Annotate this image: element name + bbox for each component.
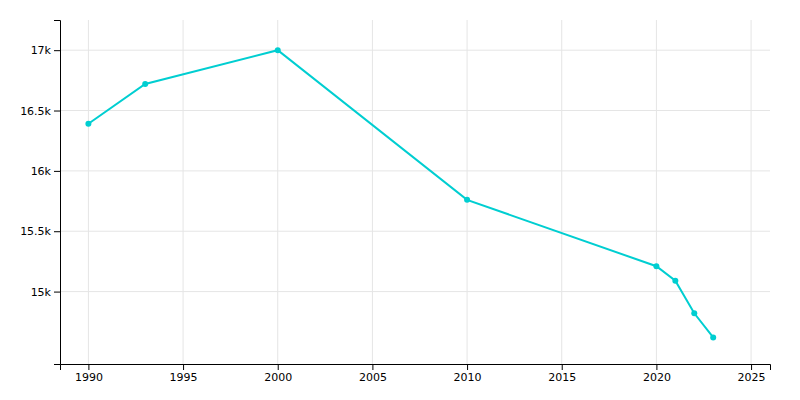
x-tick-mark xyxy=(751,364,752,370)
y-tick: 15k xyxy=(31,286,60,299)
point xyxy=(142,81,148,87)
x-tick-mark xyxy=(467,364,468,370)
x-tick-mark xyxy=(278,364,279,370)
x-tick-label: 2015 xyxy=(548,371,576,384)
y-grid-line xyxy=(60,170,770,171)
x-tick: 2005 xyxy=(359,364,387,384)
point xyxy=(710,334,716,340)
x-tick-label: 2010 xyxy=(454,371,482,384)
plot-area: 1990 1995 2000 2005 2010 2015 2020 2025 15k 15.5k… xyxy=(20,20,770,384)
point xyxy=(85,121,91,127)
x-grid-line xyxy=(372,20,373,364)
x-grid-line xyxy=(88,20,89,364)
point xyxy=(653,263,659,269)
x-tick: 1990 xyxy=(75,364,103,384)
y-tick-label: 15.5k xyxy=(20,225,51,238)
x-grid-line xyxy=(561,20,562,364)
y-tick-mark xyxy=(54,292,60,293)
x-tick-label: 1995 xyxy=(170,371,198,384)
y-tick: 16.5k xyxy=(20,105,60,118)
x-tick-mark xyxy=(183,364,184,370)
x-axis: 1990 1995 2000 2005 2010 2015 2020 2025 xyxy=(61,364,771,384)
y-axis: 15k 15.5k 16k 16.5k 17k xyxy=(20,21,60,365)
x-grid-line xyxy=(277,20,278,364)
x-axis-line xyxy=(61,365,771,371)
x-tick-mark xyxy=(656,364,657,370)
y-tick-label: 17k xyxy=(31,44,52,57)
grid xyxy=(60,20,770,364)
y-tick-label: 16.5k xyxy=(20,105,51,118)
x-tick-mark xyxy=(562,364,563,370)
x-tick-label: 2000 xyxy=(264,371,292,384)
x-tick-label: 2020 xyxy=(643,371,671,384)
x-tick: 2020 xyxy=(643,364,671,384)
x-tick: 2015 xyxy=(548,364,576,384)
y-tick-mark xyxy=(54,171,60,172)
y-tick-mark xyxy=(54,50,60,51)
x-tick-mark xyxy=(88,364,89,370)
y-tick: 15.5k xyxy=(20,225,60,238)
x-tick: 2000 xyxy=(264,364,292,384)
series xyxy=(85,47,716,340)
y-tick-mark xyxy=(54,111,60,112)
x-tick-label: 1990 xyxy=(75,371,103,384)
chart: 1990 1995 2000 2005 2010 2015 2020 2025 15k 15.5k… xyxy=(0,0,800,400)
x-tick: 1995 xyxy=(170,364,198,384)
x-grid-line xyxy=(656,20,657,364)
y-tick-label: 16k xyxy=(31,165,52,178)
x-tick: 2010 xyxy=(454,364,482,384)
y-grid-line xyxy=(60,231,770,232)
point xyxy=(464,197,470,203)
y-tick: 16k xyxy=(31,165,60,178)
x-grid-line xyxy=(183,20,184,364)
point xyxy=(672,278,678,284)
line xyxy=(88,50,713,337)
x-grid-line xyxy=(467,20,468,364)
point xyxy=(275,47,281,53)
x-tick: 2025 xyxy=(738,364,766,384)
x-tick-label: 2025 xyxy=(738,371,766,384)
point xyxy=(691,310,697,316)
y-grid-line xyxy=(60,110,770,111)
x-grid-line xyxy=(751,20,752,364)
x-tick-mark xyxy=(372,364,373,370)
y-tick-mark xyxy=(54,231,60,232)
y-grid-line xyxy=(60,291,770,292)
y-tick: 17k xyxy=(31,44,60,57)
x-tick-label: 2005 xyxy=(359,371,387,384)
y-grid-line xyxy=(60,50,770,51)
y-tick-label: 15k xyxy=(31,286,52,299)
y-axis-line xyxy=(54,21,61,365)
